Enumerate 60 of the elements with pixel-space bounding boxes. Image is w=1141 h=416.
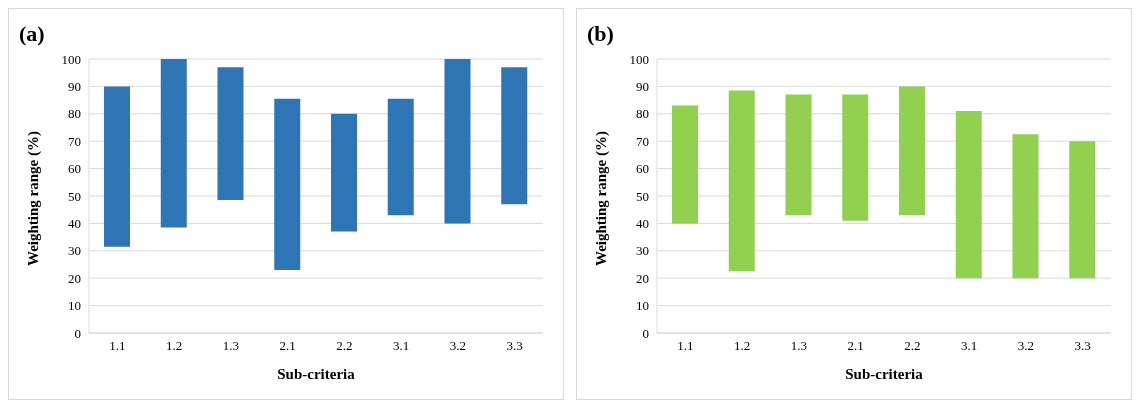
y-tick-label: 100 [61, 51, 81, 67]
bar [104, 86, 130, 247]
y-tick-label: 10 [68, 298, 81, 314]
y-tick-label: 70 [68, 133, 81, 149]
bar [955, 111, 982, 279]
y-tick-label: 80 [68, 106, 81, 122]
x-tick-label: 3.3 [1074, 338, 1091, 354]
x-tick-label: 3.2 [1017, 338, 1034, 354]
x-tick-label: 3.3 [506, 338, 523, 354]
bar [387, 98, 414, 216]
chart-title: (b) [587, 21, 614, 47]
x-axis-title: Sub-criteria [845, 366, 924, 382]
y-tick-label: 70 [636, 133, 649, 149]
y-tick-label: 20 [68, 270, 81, 286]
bar [785, 94, 812, 216]
bar [1012, 134, 1039, 279]
y-tick-label: 50 [68, 188, 81, 204]
bar [274, 98, 301, 270]
bar [1069, 141, 1096, 279]
bar [501, 67, 528, 205]
y-tick-label: 30 [636, 243, 649, 259]
x-tick-label: 3.2 [449, 338, 466, 354]
x-tick-label: 3.1 [961, 338, 978, 354]
x-axis-title: Sub-criteria [277, 366, 356, 382]
bar [331, 113, 357, 232]
y-tick-label: 40 [636, 216, 649, 232]
y-axis-title: Weighting range (%) [25, 131, 43, 266]
y-tick-label: 80 [636, 106, 649, 122]
x-tick-label: 1.3 [222, 338, 239, 354]
y-tick-label: 0 [642, 325, 649, 341]
x-tick-label: 2.2 [336, 338, 353, 354]
x-tick-label: 1.2 [734, 338, 751, 354]
y-tick-label: 40 [68, 216, 81, 232]
bar [728, 90, 755, 272]
bar [672, 105, 698, 224]
x-tick-label: 1.3 [790, 338, 807, 354]
y-tick-label: 0 [74, 325, 81, 341]
bar [444, 59, 471, 224]
y-tick-label: 30 [68, 243, 81, 259]
chart-title: (a) [19, 21, 45, 47]
y-tick-label: 100 [629, 51, 649, 67]
y-tick-label: 90 [68, 79, 81, 95]
x-tick-label: 2.1 [847, 338, 864, 354]
y-tick-label: 60 [68, 161, 81, 177]
x-tick-label: 3.1 [393, 338, 410, 354]
x-tick-label: 1.1 [677, 338, 694, 354]
bar [842, 94, 869, 221]
x-tick-label: 1.2 [166, 338, 183, 354]
x-tick-label: 2.2 [904, 338, 921, 354]
bar [899, 86, 925, 216]
y-axis-title: Weighting range (%) [593, 131, 611, 266]
x-tick-label: 2.1 [279, 338, 296, 354]
y-tick-label: 50 [636, 188, 649, 204]
x-tick-label: 1.1 [109, 338, 126, 354]
bar [160, 59, 187, 228]
bar [217, 67, 244, 201]
y-tick-label: 90 [636, 79, 649, 95]
y-tick-label: 10 [636, 298, 649, 314]
y-tick-label: 20 [636, 270, 649, 286]
y-tick-label: 60 [636, 161, 649, 177]
